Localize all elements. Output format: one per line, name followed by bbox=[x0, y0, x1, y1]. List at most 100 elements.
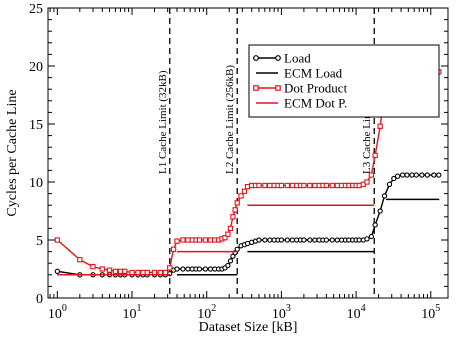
data-point bbox=[323, 237, 330, 243]
data-point bbox=[262, 237, 268, 243]
data-point bbox=[117, 268, 124, 274]
data-point bbox=[196, 237, 203, 243]
data-point bbox=[129, 269, 135, 276]
data-point bbox=[329, 182, 335, 189]
legend: Load ECM Load Dot Product ECM Dot P. bbox=[248, 44, 440, 118]
data-point bbox=[157, 269, 164, 276]
data-point bbox=[372, 222, 378, 228]
data-point bbox=[230, 214, 236, 220]
data-point bbox=[256, 237, 262, 243]
data-point bbox=[262, 182, 268, 189]
data-point bbox=[54, 268, 60, 274]
data-point bbox=[431, 172, 437, 178]
data-point bbox=[364, 236, 370, 242]
cache-limit-label: L2 Cache Limit (256kB) bbox=[224, 65, 236, 174]
data-point bbox=[238, 193, 244, 199]
x-tick-base: 10 bbox=[421, 307, 435, 322]
data-point bbox=[377, 123, 383, 129]
legend-marker-load bbox=[253, 55, 259, 61]
legend-marker-dot-product-end bbox=[275, 85, 281, 91]
data-point bbox=[267, 237, 273, 243]
data-point bbox=[167, 265, 173, 271]
data-point bbox=[106, 267, 113, 273]
data-point bbox=[122, 268, 128, 274]
y-tick-label: 5 bbox=[36, 234, 43, 249]
data-point bbox=[170, 246, 177, 252]
y-tick-label: 15 bbox=[29, 118, 43, 133]
legend-label-dot-product: Dot Product bbox=[284, 81, 348, 96]
x-tick-exponent: 3 bbox=[286, 303, 291, 314]
x-tick-base: 10 bbox=[347, 307, 361, 322]
cache-limit-label: L1 Cache Limit (32kB) bbox=[157, 70, 169, 174]
data-point bbox=[207, 266, 214, 272]
data-point bbox=[112, 268, 119, 274]
data-point bbox=[323, 182, 330, 189]
data-point bbox=[334, 182, 340, 189]
data-point bbox=[381, 193, 388, 199]
data-point bbox=[284, 182, 290, 189]
data-point bbox=[234, 246, 240, 252]
data-point bbox=[232, 207, 238, 213]
data-point bbox=[424, 172, 431, 178]
data-point bbox=[267, 182, 273, 189]
legend-label-load: Load bbox=[284, 51, 311, 66]
x-tick-exponent: 2 bbox=[211, 303, 216, 314]
data-point bbox=[77, 257, 83, 263]
data-point bbox=[174, 238, 180, 244]
x-tick-label: 103 bbox=[272, 303, 291, 322]
y-tick-label: 0 bbox=[36, 292, 43, 307]
plot-frame bbox=[47, 7, 449, 299]
data-point bbox=[334, 237, 340, 243]
data-point bbox=[307, 237, 313, 243]
data-point bbox=[227, 258, 234, 264]
data-point bbox=[368, 172, 374, 178]
data-point bbox=[419, 172, 425, 178]
x-tick-label: 101 bbox=[123, 303, 142, 322]
data-point bbox=[140, 269, 146, 276]
data-point bbox=[54, 237, 60, 243]
x-tick-exponent: 1 bbox=[137, 303, 142, 314]
data-point bbox=[180, 237, 186, 243]
data-point bbox=[399, 172, 406, 178]
y-tick-label: 20 bbox=[29, 60, 43, 75]
data-point bbox=[377, 208, 383, 214]
data-point bbox=[301, 182, 307, 189]
data-point bbox=[289, 182, 295, 189]
x-tick-label: 104 bbox=[347, 303, 366, 322]
data-point bbox=[404, 172, 410, 178]
data-point bbox=[329, 237, 335, 243]
data-point bbox=[222, 235, 228, 241]
x-axis-label: Dataset Size [kB] bbox=[199, 320, 298, 335]
data-point bbox=[234, 200, 240, 206]
data-point bbox=[144, 269, 150, 276]
data-point bbox=[225, 231, 231, 237]
data-point bbox=[356, 237, 362, 243]
x-tick-base: 10 bbox=[123, 307, 137, 322]
data-point bbox=[301, 237, 307, 243]
data-point bbox=[386, 181, 393, 187]
x-tick-exponent: 5 bbox=[435, 303, 440, 314]
data-point bbox=[99, 266, 105, 272]
legend-entry-ecm-dot: ECM Dot P. bbox=[256, 96, 347, 111]
data-point bbox=[174, 266, 180, 272]
legend-marker-dot-product bbox=[253, 85, 259, 91]
data-point bbox=[368, 233, 374, 240]
data-point bbox=[185, 237, 191, 243]
data-point bbox=[185, 266, 191, 272]
x-tick-base: 10 bbox=[197, 307, 211, 322]
data-point bbox=[284, 237, 290, 243]
y-tick-label: 10 bbox=[29, 176, 43, 191]
data-point bbox=[180, 266, 186, 272]
y-tick-label: 25 bbox=[29, 2, 43, 17]
data-point bbox=[244, 240, 251, 247]
data-point bbox=[207, 237, 214, 243]
data-point bbox=[312, 237, 318, 243]
x-tick-label: 102 bbox=[197, 303, 216, 322]
data-point bbox=[356, 182, 362, 189]
data-point bbox=[413, 172, 419, 178]
data-point bbox=[225, 262, 231, 269]
data-point bbox=[202, 237, 209, 243]
legend-marker-load-end bbox=[275, 55, 281, 61]
